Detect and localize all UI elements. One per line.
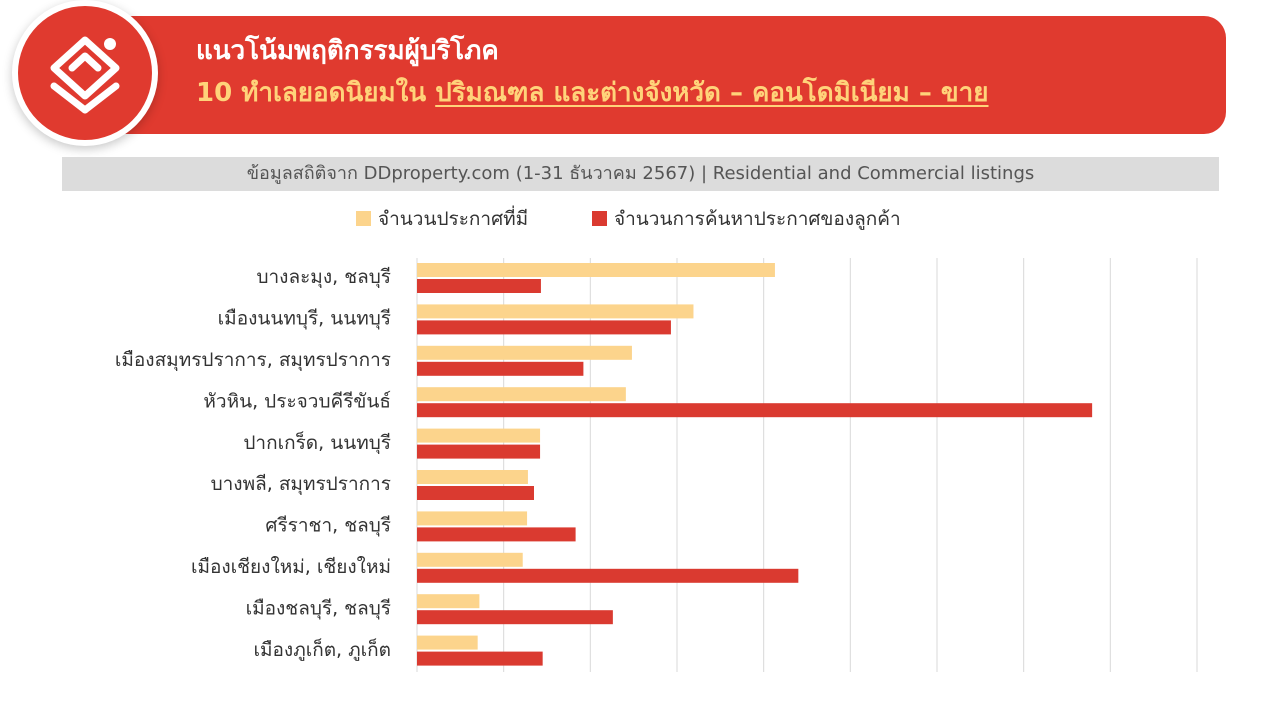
- bar-listings: [417, 635, 478, 650]
- page-title: แนวโน้มพฤติกรรมผู้บริโภค: [196, 36, 499, 66]
- bar-listings: [417, 511, 528, 526]
- bar-listings: [417, 304, 694, 319]
- legend-item-listings: จำนวนประกาศที่มี: [356, 205, 528, 233]
- bar-searches: [417, 568, 799, 583]
- category-label: หัวหิน, ประจวบคีรีขันธ์: [203, 390, 391, 412]
- bar-searches: [417, 403, 1093, 418]
- legend-label-listings: จำนวนประกาศที่มี: [378, 208, 529, 230]
- bar-listings: [417, 470, 528, 484]
- category-label: ปากเกร็ด, นนทบุรี: [243, 430, 391, 455]
- bar-searches: [417, 279, 541, 293]
- chart-bars: [417, 263, 1093, 666]
- category-label: เมืองภูเก็ต, ภูเก็ต: [253, 637, 391, 661]
- bar-listings: [417, 387, 626, 402]
- house-stack-icon: [50, 36, 120, 114]
- legend-label-searches: จำนวนการค้นหาประกาศของลูกค้า: [614, 208, 901, 230]
- category-label: บางละมุง, ชลบุรี: [256, 266, 391, 289]
- category-label: เมืองชลบุรี, ชลบุรี: [246, 597, 391, 620]
- bar-listings: [417, 345, 632, 360]
- subtitle-highlight: ปริมณฑล และต่างจังหวัด – คอนโดมิเนียม – …: [435, 78, 989, 108]
- bar-listings: [417, 594, 480, 609]
- chart-category-labels: บางละมุง, ชลบุรีเมืองนนทบุรี, นนทบุรีเมื…: [115, 266, 391, 661]
- legend-swatch-searches: [592, 211, 607, 226]
- bar-searches: [417, 444, 541, 459]
- category-label: เมืองนนทบุรี, นนทบุรี: [218, 308, 391, 331]
- page-subtitle: 10 ทำเลยอดนิยมใน ปริมณฑล และต่างจังหวัด …: [196, 72, 989, 113]
- bar-searches: [417, 361, 584, 376]
- bar-listings: [417, 263, 775, 277]
- category-label: ศรีราชา, ชลบุรี: [265, 515, 391, 538]
- bar-listings: [417, 428, 541, 443]
- bar-searches: [417, 486, 534, 500]
- legend-swatch-listings: [356, 211, 371, 226]
- category-label: เมืองเชียงใหม่, เชียงใหม่: [191, 556, 391, 578]
- bar-searches: [417, 610, 613, 625]
- category-label: เมืองสมุทรปราการ, สมุทรปราการ: [115, 349, 391, 372]
- header-banner: [88, 16, 1226, 134]
- bar-listings: [417, 552, 523, 567]
- bar-searches: [417, 651, 543, 666]
- bar-searches: [417, 527, 576, 542]
- subtitle-prefix: 10 ทำเลยอดนิยมใน: [196, 78, 436, 108]
- bar-searches: [417, 320, 671, 335]
- brand-logo: [18, 6, 152, 140]
- category-label: บางพลี, สมุทรปราการ: [211, 473, 391, 496]
- chart-gridlines: [416, 258, 1198, 672]
- chart-legend: จำนวนประกาศที่มี จำนวนการค้นหาประกาศของล…: [0, 205, 1280, 233]
- source-note: ข้อมูลสถิติจาก DDproperty.com (1-31 ธันว…: [62, 157, 1219, 191]
- legend-item-searches: จำนวนการค้นหาประกาศของลูกค้า: [592, 205, 901, 233]
